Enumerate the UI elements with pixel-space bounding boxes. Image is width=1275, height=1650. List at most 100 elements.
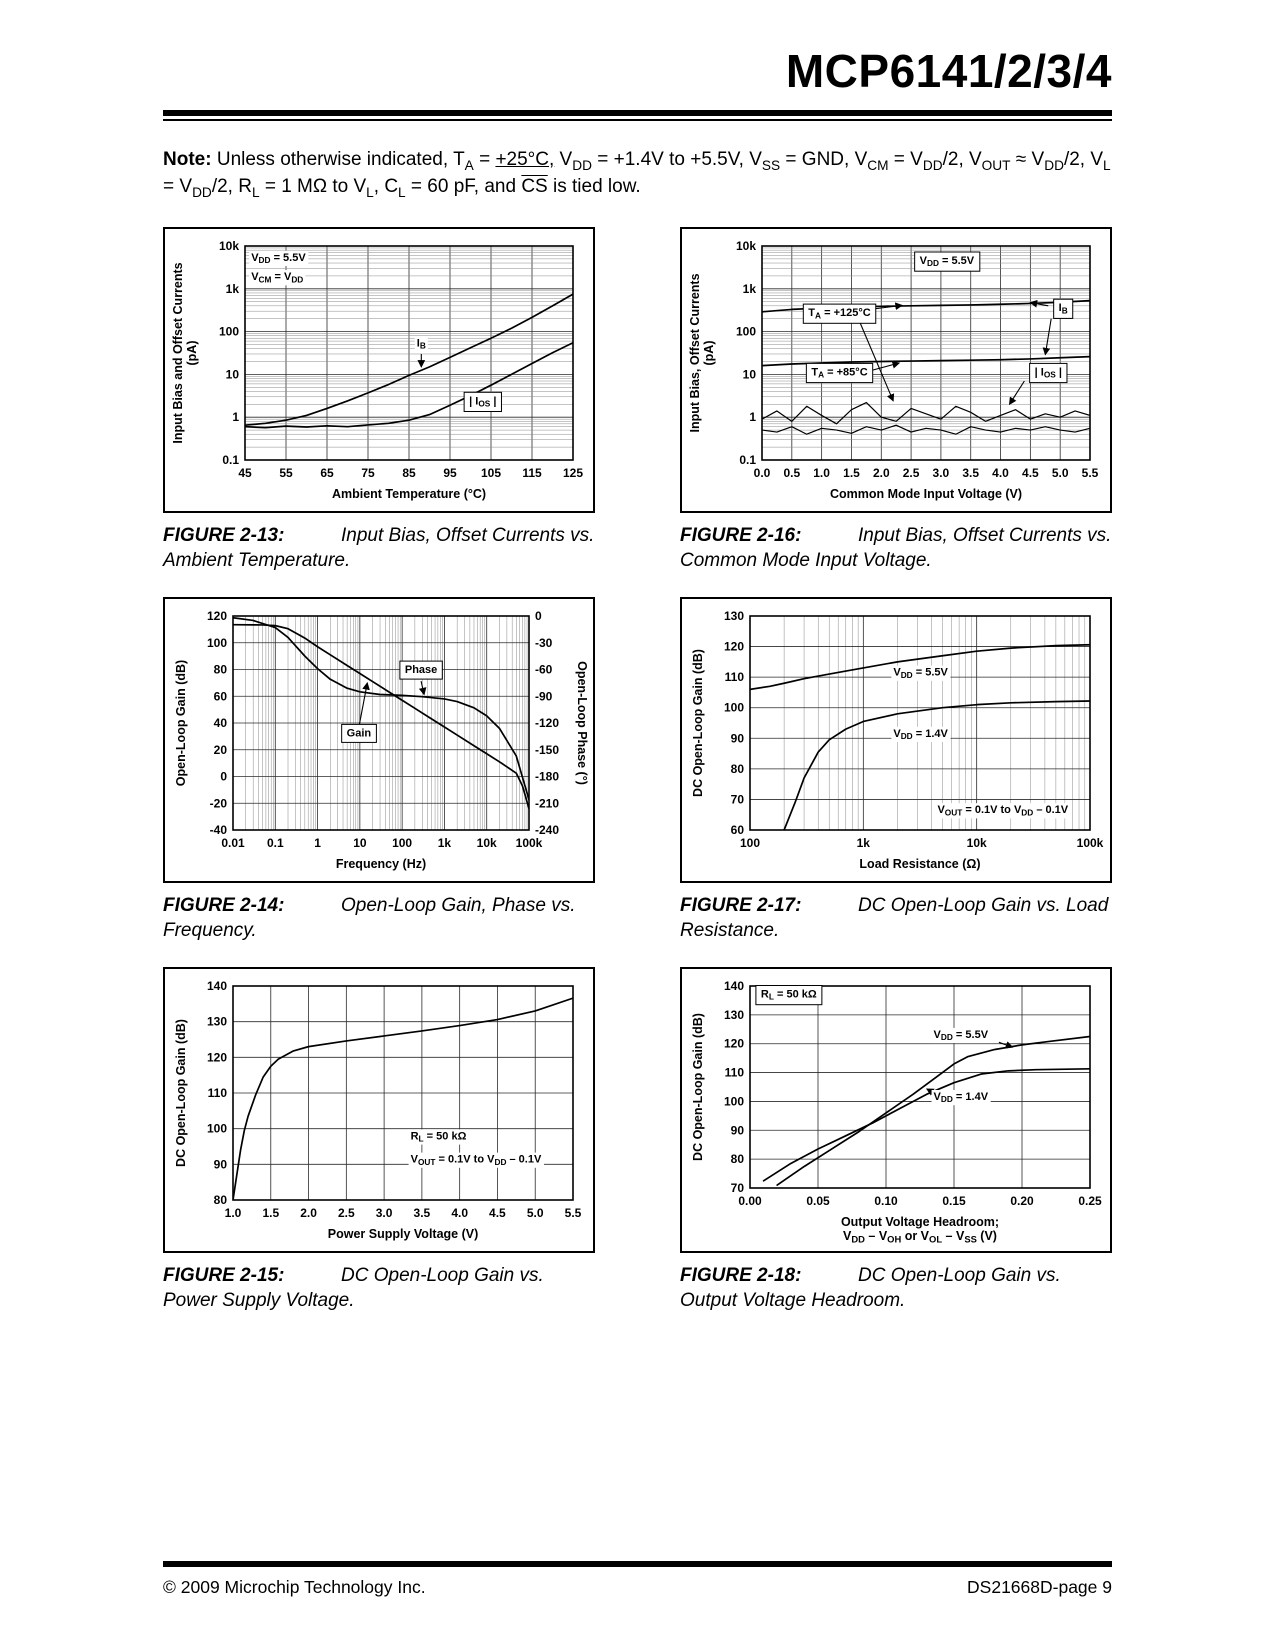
svg-text:VCM = VDD: VCM = VDD	[251, 271, 303, 284]
svg-text:TA = +125°C: TA = +125°C	[808, 307, 870, 320]
svg-text:VDD = 1.4V: VDD = 1.4V	[934, 1091, 989, 1104]
svg-text:DC Open-Loop Gain (dB): DC Open-Loop Gain (dB)	[691, 1013, 705, 1161]
svg-text:55: 55	[279, 466, 293, 480]
svg-text:IB: IB	[417, 337, 426, 350]
svg-text:-20: -20	[210, 796, 228, 810]
svg-text:-210: -210	[535, 796, 559, 810]
svg-text:0.0: 0.0	[754, 466, 771, 480]
svg-text:1: 1	[749, 410, 756, 424]
svg-text:90: 90	[731, 731, 745, 745]
chart-box-2-18: 0.00 0.05 0.10 0.15 0.20 0.25 140 130 120 110 100 9…	[680, 967, 1112, 1254]
svg-text:1k: 1k	[743, 282, 757, 296]
svg-text:Power Supply Voltage (V): Power Supply Voltage (V)	[328, 1227, 478, 1241]
svg-text:0: 0	[535, 609, 542, 623]
svg-text:| IOS |: | IOS |	[469, 395, 496, 408]
svg-text:VOUT = 0.1V to VDD – 0.1V: VOUT = 0.1V to VDD – 0.1V	[411, 1154, 542, 1167]
svg-text:40: 40	[214, 716, 228, 730]
svg-text:5.5: 5.5	[565, 1206, 582, 1220]
chart-open-loop-gain-phase-vs-frequency: 0.01 0.1 1 10 100 1k 10k 100k 120 100 80 60 40 20 0 -20…	[174, 609, 589, 871]
svg-text:80: 80	[731, 762, 745, 776]
svg-text:120: 120	[207, 1051, 227, 1065]
figure-caption-2-14: FIGURE 2-14: Open-Loop Gain, Phase vs. Fr…	[163, 893, 595, 943]
svg-text:3.0: 3.0	[376, 1206, 393, 1220]
svg-text:VDD = 1.4V: VDD = 1.4V	[893, 728, 948, 741]
svg-text:140: 140	[724, 979, 744, 993]
chart-box-2-13: 45 55 65 75 85 95 105 115 125 0.1 1 10 100 1k 10k Ambie…	[163, 226, 595, 513]
svg-text:0.01: 0.01	[221, 836, 245, 850]
note-label: Note:	[163, 149, 212, 170]
svg-text:0.1: 0.1	[739, 453, 756, 467]
svg-text:3.0: 3.0	[933, 466, 950, 480]
chart-box-2-15: 1.0 1.5 2.0 2.5 3.0 3.5 4.0 4.5 5.0 5.5 140 130 120 1…	[163, 967, 595, 1254]
chart-box-2-17: 100 1k 10k 100k 130 120 110 100 90 80 70 60 Load Res…	[680, 597, 1112, 884]
svg-text:130: 130	[207, 1015, 227, 1029]
svg-text:-90: -90	[535, 689, 553, 703]
svg-text:105: 105	[481, 466, 501, 480]
svg-text:DC Open-Loop Gain (dB): DC Open-Loop Gain (dB)	[174, 1019, 188, 1167]
header-rule	[163, 110, 1112, 116]
svg-text:0.5: 0.5	[783, 466, 800, 480]
doc-title: MCP6141/2/3/4	[785, 45, 1112, 97]
svg-text:80: 80	[214, 663, 228, 677]
figure-2-17: 100 1k 10k 100k 130 120 110 100 90 80 70 60 Load Res…	[680, 597, 1112, 943]
figure-caption-label: FIGURE 2-18:	[680, 1265, 802, 1287]
svg-text:70: 70	[731, 1181, 745, 1195]
svg-text:Ambient Temperature (°C): Ambient Temperature (°C)	[332, 487, 486, 501]
svg-text:TA = +85°C: TA = +85°C	[811, 366, 867, 379]
svg-text:120: 120	[724, 1037, 744, 1051]
svg-text:0.05: 0.05	[806, 1194, 830, 1208]
svg-text:-30: -30	[535, 636, 553, 650]
figure-caption-text: Input Bias, Offset Currents vs. Ambient …	[163, 524, 595, 572]
svg-text:Input Bias, Offset Currents(pA: Input Bias, Offset Currents(pA)	[688, 273, 716, 432]
svg-text:VDD = 5.5V: VDD = 5.5V	[251, 252, 306, 265]
svg-text:110: 110	[725, 670, 745, 684]
svg-text:0.1: 0.1	[222, 453, 239, 467]
svg-text:0.25: 0.25	[1078, 1194, 1102, 1208]
svg-text:115: 115	[522, 466, 542, 480]
svg-text:2.0: 2.0	[873, 466, 890, 480]
svg-text:RL = 50 kΩ: RL = 50 kΩ	[411, 1131, 467, 1144]
svg-text:70: 70	[731, 792, 745, 806]
chart-dc-open-loop-gain-vs-load-resistance: 100 1k 10k 100k 130 120 110 100 90 80 70 60 Load Res…	[691, 609, 1104, 871]
figure-caption-text: Input Bias, Offset Currents vs. Common M…	[680, 524, 1112, 572]
svg-text:0: 0	[220, 770, 227, 784]
svg-text:Phase: Phase	[405, 664, 437, 676]
svg-text:10k: 10k	[967, 836, 987, 850]
svg-text:3.5: 3.5	[962, 466, 979, 480]
svg-text:0.20: 0.20	[1010, 1194, 1034, 1208]
svg-text:100k: 100k	[1077, 836, 1104, 850]
svg-text:Gain: Gain	[347, 727, 372, 739]
svg-text:100: 100	[724, 701, 744, 715]
figure-caption-text: DC Open-Loop Gain vs. Load Resistance.	[680, 895, 1109, 942]
svg-text:1k: 1k	[857, 836, 871, 850]
svg-text:110: 110	[208, 1086, 228, 1100]
svg-text:110: 110	[725, 1066, 745, 1080]
svg-text:100: 100	[736, 325, 756, 339]
figure-2-15: 1.0 1.5 2.0 2.5 3.0 3.5 4.0 4.5 5.0 5.5 140 130 120 1…	[163, 967, 595, 1313]
page-footer: © 2009 Microchip Technology Inc. DS21668…	[163, 1561, 1112, 1598]
conditions-note: Note: Unless otherwise indicated, TA = +…	[163, 147, 1112, 201]
svg-text:100: 100	[207, 636, 227, 650]
svg-text:0.15: 0.15	[942, 1194, 966, 1208]
svg-text:Load Resistance (Ω): Load Resistance (Ω)	[859, 857, 980, 871]
svg-text:VDD = 5.5V: VDD = 5.5V	[934, 1029, 989, 1042]
svg-text:60: 60	[731, 823, 745, 837]
figure-2-18: 0.00 0.05 0.10 0.15 0.20 0.25 140 130 120 110 100 9…	[680, 967, 1112, 1313]
svg-text:Open-Loop Phase (°): Open-Loop Phase (°)	[575, 661, 589, 785]
svg-text:1k: 1k	[438, 836, 452, 850]
chart-dc-open-loop-gain-vs-output-voltage-headroom: 0.00 0.05 0.10 0.15 0.20 0.25 140 130 120 110 100 9…	[691, 979, 1102, 1245]
svg-text:1.5: 1.5	[843, 466, 860, 480]
header-rule-thin	[163, 119, 1112, 121]
svg-text:10k: 10k	[219, 239, 239, 253]
svg-text:4.5: 4.5	[1022, 466, 1039, 480]
svg-text:100k: 100k	[516, 836, 543, 850]
figure-caption-2-18: FIGURE 2-18: DC Open-Loop Gain vs. Output…	[680, 1263, 1112, 1313]
figure-2-14: 0.01 0.1 1 10 100 1k 10k 100k 120 100 80 60 40 20 0 -20…	[163, 597, 595, 943]
svg-text:2.5: 2.5	[338, 1206, 355, 1220]
figures-grid: 45 55 65 75 85 95 105 115 125 0.1 1 10 100 1k 10k Ambie…	[163, 226, 1112, 1313]
chart-box-2-14: 0.01 0.1 1 10 100 1k 10k 100k 120 100 80 60 40 20 0 -20…	[163, 597, 595, 884]
svg-text:Open-Loop Gain (dB): Open-Loop Gain (dB)	[174, 660, 188, 786]
svg-text:20: 20	[214, 743, 228, 757]
svg-text:Input Bias and Offset Currents: Input Bias and Offset Currents(pA)	[171, 262, 199, 443]
svg-text:0.1: 0.1	[267, 836, 284, 850]
